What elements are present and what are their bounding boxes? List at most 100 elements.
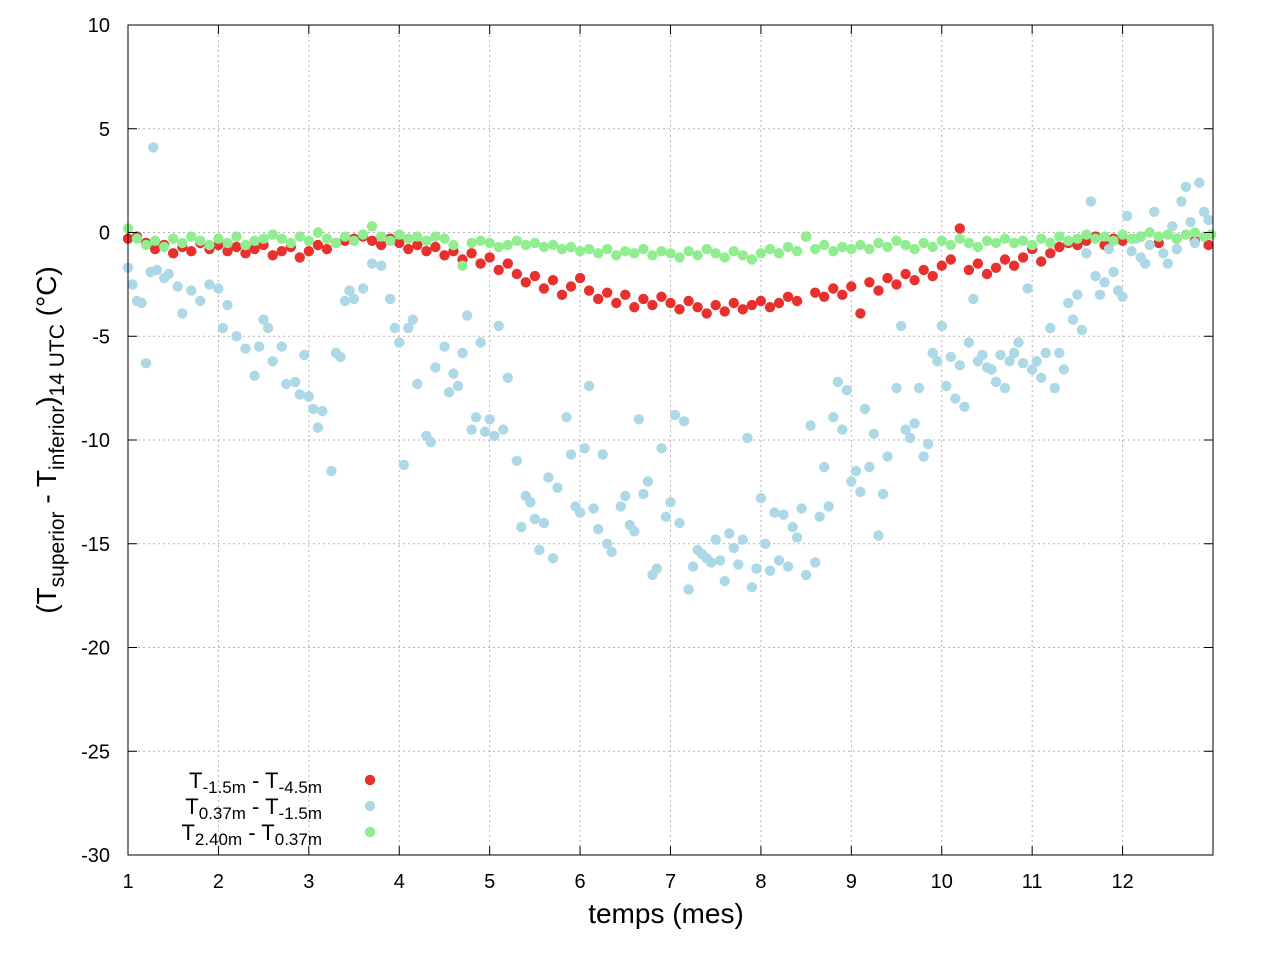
data-point: [1149, 206, 1160, 217]
y-tick-label: -10: [81, 430, 110, 452]
data-point: [1099, 231, 1110, 242]
data-point: [376, 231, 387, 242]
data-point: [927, 241, 938, 253]
data-point: [326, 465, 337, 477]
data-point: [651, 563, 663, 574]
data-point: [574, 507, 586, 518]
data-point: [439, 341, 450, 352]
data-point: [900, 268, 911, 280]
data-point: [511, 268, 522, 280]
data-point: [222, 237, 233, 249]
data-point: [773, 555, 785, 566]
data-point: [877, 488, 889, 500]
data-point: [1090, 270, 1101, 282]
data-point: [638, 243, 649, 255]
x-tick-label: 4: [394, 871, 405, 893]
data-point: [755, 248, 767, 259]
data-point: [1121, 210, 1133, 222]
data-point: [1117, 229, 1128, 240]
data-point: [1171, 233, 1183, 244]
data-point: [579, 443, 590, 454]
data-point: [1045, 237, 1056, 249]
data-point: [1040, 347, 1051, 359]
data-point: [859, 403, 871, 415]
axis-ticks: [127, 24, 1213, 856]
data-point: [719, 306, 730, 317]
data-point: [294, 389, 305, 400]
data-point: [249, 235, 260, 246]
data-point: [1140, 258, 1151, 269]
data-point: [1135, 231, 1146, 242]
data-point: [258, 314, 269, 325]
x-tick-label: 9: [846, 871, 857, 893]
y-tick-label: -25: [81, 741, 110, 763]
data-point: [846, 476, 857, 487]
y-title-sub-superior: superior: [46, 511, 69, 587]
data-point: [800, 231, 812, 242]
data-point: [683, 295, 694, 307]
data-point: [846, 281, 857, 292]
data-point: [516, 521, 527, 533]
data-point: [249, 370, 260, 381]
data-point: [403, 233, 414, 244]
data-point: [466, 424, 477, 435]
data-point: [276, 246, 287, 257]
data-point: [819, 239, 830, 251]
data-point: [710, 299, 721, 311]
data-point: [660, 511, 672, 522]
data-point: [986, 364, 997, 375]
data-point: [620, 289, 631, 300]
data-point: [547, 275, 559, 286]
data-point: [457, 347, 468, 359]
data-point: [1144, 227, 1155, 238]
legend-marker-2: [364, 800, 376, 812]
data-point: [1144, 239, 1155, 251]
data-point: [552, 482, 563, 493]
data-point: [276, 233, 287, 244]
data-point: [782, 561, 794, 572]
y-tick-label: -5: [92, 326, 110, 348]
data-point: [262, 322, 274, 334]
data-point: [728, 246, 739, 257]
data-point: [674, 252, 685, 263]
data-point: [819, 291, 830, 302]
data-point: [1206, 229, 1217, 240]
data-point: [895, 320, 907, 332]
data-point: [800, 569, 812, 581]
data-point: [683, 246, 694, 257]
data-point: [574, 246, 586, 257]
data-point: [466, 248, 477, 259]
data-point: [217, 322, 229, 334]
data-point: [773, 297, 785, 309]
data-point: [769, 507, 780, 518]
data-point: [855, 486, 866, 498]
data-point: [1090, 233, 1101, 244]
data-point: [186, 231, 197, 242]
data-point: [873, 285, 884, 296]
data-point: [760, 538, 771, 549]
data-point: [267, 356, 278, 367]
data-point: [267, 229, 278, 240]
data-point: [303, 246, 314, 257]
data-point: [1022, 283, 1033, 294]
data-point: [149, 243, 161, 255]
data-point: [638, 293, 649, 305]
data-point: [529, 513, 541, 525]
data-point: [873, 237, 884, 249]
data-point: [855, 239, 866, 251]
data-point: [204, 279, 215, 290]
series-3: [122, 221, 1217, 271]
data-point: [823, 501, 834, 512]
data-point: [498, 424, 509, 435]
data-point: [828, 412, 839, 423]
data-point: [240, 239, 251, 251]
data-point: [647, 250, 658, 261]
data-point: [1176, 196, 1187, 207]
data-point: [602, 538, 613, 549]
data-point: [249, 243, 260, 255]
data-point: [1203, 214, 1214, 226]
data-point: [421, 235, 432, 246]
data-point: [163, 268, 174, 280]
data-point: [1049, 382, 1061, 394]
data-point: [484, 252, 495, 263]
